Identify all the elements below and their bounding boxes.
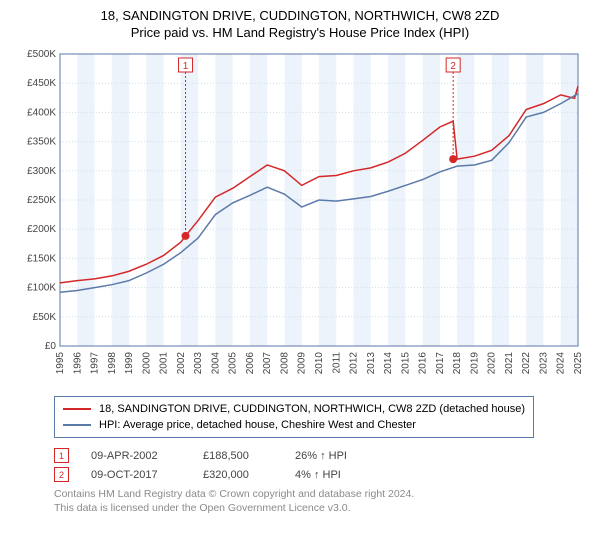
svg-text:2009: 2009: [297, 352, 308, 375]
svg-text:£150K: £150K: [27, 253, 56, 264]
tx-date: 09-OCT-2017: [91, 469, 181, 481]
tx-marker-num: 2: [59, 470, 64, 480]
svg-text:2013: 2013: [366, 352, 377, 375]
svg-text:£200K: £200K: [27, 224, 56, 235]
svg-text:2006: 2006: [245, 352, 256, 375]
tx-price: £320,000: [203, 469, 273, 481]
svg-text:£300K: £300K: [27, 166, 56, 177]
svg-text:1: 1: [183, 61, 189, 72]
tx-price: £188,500: [203, 450, 273, 462]
svg-text:1996: 1996: [72, 352, 83, 375]
svg-text:2008: 2008: [279, 352, 290, 375]
svg-text:1999: 1999: [124, 352, 135, 375]
legend-swatch: [63, 424, 91, 426]
page-subtitle: Price paid vs. HM Land Registry's House …: [16, 25, 584, 40]
footnote-line: This data is licensed under the Open Gov…: [54, 502, 584, 516]
legend-item: 18, SANDINGTON DRIVE, CUDDINGTON, NORTHW…: [63, 401, 525, 417]
svg-text:2004: 2004: [210, 352, 221, 375]
transaction-row: 2 09-OCT-2017 £320,000 4% HPI: [54, 467, 584, 482]
svg-text:2: 2: [450, 61, 456, 72]
legend: 18, SANDINGTON DRIVE, CUDDINGTON, NORTHW…: [54, 396, 534, 438]
svg-text:2007: 2007: [262, 352, 273, 375]
svg-text:2011: 2011: [331, 352, 342, 374]
transaction-row: 1 09-APR-2002 £188,500 26% HPI: [54, 448, 584, 463]
svg-text:1995: 1995: [55, 352, 66, 375]
footnote-line: Contains HM Land Registry data © Crown c…: [54, 488, 584, 502]
legend-item: HPI: Average price, detached house, Ches…: [63, 417, 525, 433]
svg-text:2022: 2022: [521, 352, 532, 375]
svg-text:2021: 2021: [504, 352, 515, 375]
page-title: 18, SANDINGTON DRIVE, CUDDINGTON, NORTHW…: [16, 8, 584, 23]
tx-delta: 4% HPI: [295, 469, 341, 481]
tx-date: 09-APR-2002: [91, 450, 181, 462]
svg-text:2001: 2001: [159, 352, 170, 375]
svg-text:2020: 2020: [487, 352, 498, 375]
svg-text:£100K: £100K: [27, 283, 56, 294]
svg-text:2024: 2024: [556, 352, 567, 375]
svg-text:£400K: £400K: [27, 107, 56, 118]
svg-text:2003: 2003: [193, 352, 204, 375]
svg-text:2017: 2017: [435, 352, 446, 375]
svg-text:£250K: £250K: [27, 195, 56, 206]
legend-swatch: [63, 408, 91, 410]
svg-text:£50K: £50K: [33, 312, 57, 323]
legend-label: HPI: Average price, detached house, Ches…: [99, 417, 416, 433]
svg-text:2012: 2012: [349, 352, 360, 375]
footnote: Contains HM Land Registry data © Crown c…: [54, 488, 584, 515]
svg-text:£500K: £500K: [27, 49, 56, 60]
svg-text:1997: 1997: [90, 352, 101, 375]
legend-label: 18, SANDINGTON DRIVE, CUDDINGTON, NORTHW…: [99, 401, 525, 417]
svg-text:2023: 2023: [538, 352, 549, 375]
chart-svg: £0 £50K £100K £150K £200K £250K £300K £350K £400…: [16, 48, 584, 388]
svg-text:2015: 2015: [400, 352, 411, 375]
svg-text:2010: 2010: [314, 352, 325, 375]
tx-marker-num: 1: [59, 451, 64, 461]
svg-text:2025: 2025: [573, 352, 584, 375]
svg-text:2019: 2019: [469, 352, 480, 375]
tx-marker-icon: 2: [54, 467, 69, 482]
price-chart: £0 £50K £100K £150K £200K £250K £300K £350K £400…: [16, 48, 584, 388]
svg-text:2016: 2016: [418, 352, 429, 375]
svg-text:2014: 2014: [383, 352, 394, 375]
svg-text:2018: 2018: [452, 352, 463, 375]
svg-text:2000: 2000: [141, 352, 152, 375]
tx-delta: 26% HPI: [295, 450, 347, 462]
svg-text:£0: £0: [45, 341, 57, 352]
svg-text:2002: 2002: [176, 352, 187, 375]
svg-text:1998: 1998: [107, 352, 118, 375]
svg-text:£450K: £450K: [27, 78, 56, 89]
svg-text:£350K: £350K: [27, 137, 56, 148]
svg-text:2005: 2005: [228, 352, 239, 375]
tx-marker-icon: 1: [54, 448, 69, 463]
